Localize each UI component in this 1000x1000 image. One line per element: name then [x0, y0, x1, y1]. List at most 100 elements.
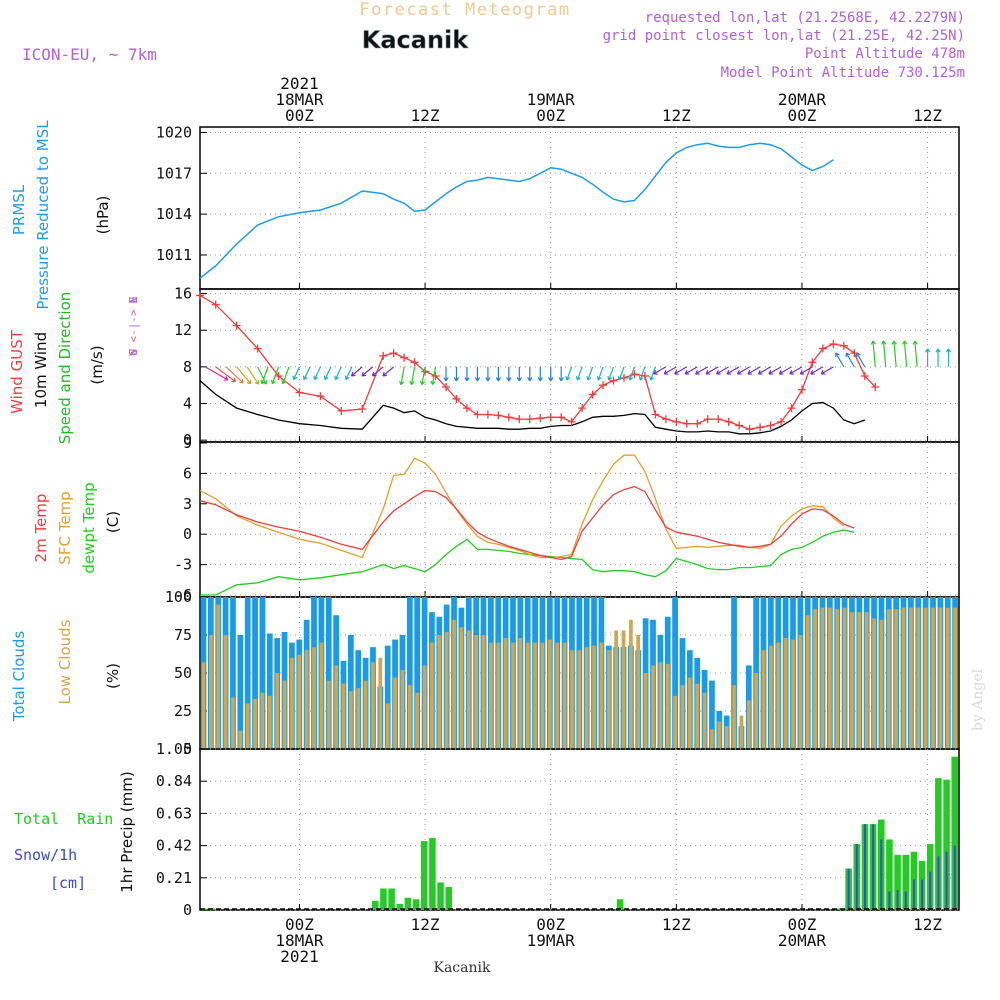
- wind-arrow: [246, 366, 259, 385]
- low-cloud-bar: [665, 663, 670, 749]
- rain-bar: [902, 854, 910, 910]
- wind-arrow-head: [757, 370, 763, 375]
- wind-arrow-head: [845, 352, 851, 358]
- wind-arrow: [747, 366, 761, 375]
- low-cloud-bar: [437, 635, 442, 749]
- gust-marker: [703, 415, 712, 424]
- snow-bar: [888, 891, 891, 910]
- y-tick-label: 9: [183, 434, 192, 452]
- time-label-bottom: 00Z: [788, 915, 817, 934]
- low-cloud-bar: [393, 677, 397, 749]
- temp-2m-line: [199, 485, 855, 561]
- wind-arrow: [324, 366, 332, 380]
- wind-arrow-head: [799, 370, 805, 375]
- wind-arrow-head: [736, 370, 742, 375]
- time-label-top: 00Z: [788, 106, 817, 125]
- low-cloud-bar: [628, 619, 633, 749]
- low-cloud-bar: [297, 654, 302, 749]
- gust-marker: [588, 390, 597, 399]
- pressure-tick-labels: 1011 1014 1017 1020: [156, 123, 192, 264]
- wind-arrow: [236, 366, 252, 385]
- total-cloud-bar: [237, 635, 244, 749]
- gust-marker: [860, 372, 869, 381]
- cloud-bars: [200, 597, 958, 749]
- temp-unit: (C): [104, 511, 122, 533]
- wind-arrow: [835, 352, 845, 368]
- wind-arrow-head: [443, 377, 449, 382]
- y-tick-label: 8: [183, 358, 192, 376]
- low-cloud-bar: [371, 662, 375, 749]
- time-label-top: 2021: [280, 74, 319, 93]
- precip-side-labels: Total Rain Snow/1h [cm] 1hr Precip (mm): [14, 771, 136, 892]
- gust-marker: [567, 417, 576, 426]
- gust-marker: [462, 404, 471, 413]
- wind-arrow: [597, 366, 604, 381]
- time-label-bottom: 00Z: [536, 915, 565, 934]
- wind-arrow: [820, 366, 834, 375]
- wind-arrow: [421, 366, 426, 385]
- wind-arrow-head: [548, 377, 554, 382]
- low-cloud-bar: [879, 619, 884, 749]
- wind-arrow: [303, 366, 311, 380]
- low-cloud-bar: [511, 642, 515, 749]
- wind-arrow-head: [292, 375, 298, 381]
- low-cloud-bar: [894, 609, 899, 749]
- y-tick-label: 1017: [156, 164, 192, 182]
- temp-side-labels: 2m Temp SFC Temp dewpt Temp (C): [32, 482, 122, 573]
- low-cloud-bar: [430, 642, 434, 749]
- gust-marker: [578, 404, 587, 413]
- watermark: by Angel: [970, 668, 986, 731]
- wind-arrow: [345, 366, 353, 380]
- gust-marker: [777, 417, 786, 426]
- wind-arrow: [695, 366, 709, 375]
- low-cloud-bar: [533, 642, 537, 749]
- low-cloud-bar: [938, 607, 943, 749]
- low-cloud-bar: [496, 642, 501, 749]
- precip-tick-labels: 0 0.21 0.42 0.63 0.84 1.05: [156, 740, 192, 919]
- rain-bar: [429, 837, 436, 910]
- low-cloud-bar: [518, 638, 523, 749]
- y-tick-label: 0: [183, 740, 192, 758]
- low-cloud-bar: [201, 662, 206, 749]
- total-cloud-bar: [266, 633, 273, 749]
- gust-marker: [473, 410, 482, 419]
- wind-gust-markers: [196, 291, 880, 434]
- wind-arrow: [292, 366, 300, 380]
- low-cloud-bar: [872, 618, 876, 749]
- wind-arrow-head: [254, 380, 260, 385]
- wind-arrow-head: [663, 370, 669, 375]
- wind-arrow-head: [891, 340, 897, 345]
- wind-arrow-head: [371, 371, 377, 377]
- precip-bars: [200, 756, 958, 910]
- rain-bar: [445, 887, 452, 910]
- low-cloud-bar: [909, 607, 913, 749]
- rain-bar: [951, 756, 958, 910]
- gust-marker: [316, 392, 325, 401]
- gust-marker: [808, 358, 817, 367]
- grid-coords: grid point closest lon,lat (21.25E, 42.2…: [603, 28, 965, 44]
- y-tick-label: 0.42: [156, 837, 192, 855]
- snow-bar: [896, 890, 899, 910]
- gust-marker: [379, 351, 388, 360]
- gust-marker: [536, 414, 545, 423]
- wind-arrow: [225, 366, 244, 384]
- wind-arrow: [334, 366, 342, 380]
- wind-arrow-head: [223, 376, 229, 381]
- wind-panel: 0 4 8 12 16: [174, 285, 960, 449]
- precip-grid: [200, 748, 959, 911]
- compass-north: N: [127, 297, 140, 304]
- wind-arrow: [684, 366, 698, 375]
- wind-arrow: [653, 366, 667, 375]
- wind-arrow: [789, 366, 803, 375]
- gust-marker: [714, 415, 723, 424]
- wind-arrow-head: [835, 352, 840, 358]
- time-label-bottom: 12Z: [662, 915, 691, 934]
- wind-arrow-head: [674, 370, 679, 375]
- low-cloud-bar: [238, 730, 243, 749]
- low-cloud-bar: [710, 729, 714, 749]
- gust-marker: [756, 423, 765, 432]
- low-cloud-bar: [886, 609, 891, 749]
- wind-arrow-head: [260, 379, 266, 385]
- wind-10m-label: 10m Wind: [32, 332, 50, 408]
- pressure-panel: 1011 1014 1017 1020: [156, 123, 960, 290]
